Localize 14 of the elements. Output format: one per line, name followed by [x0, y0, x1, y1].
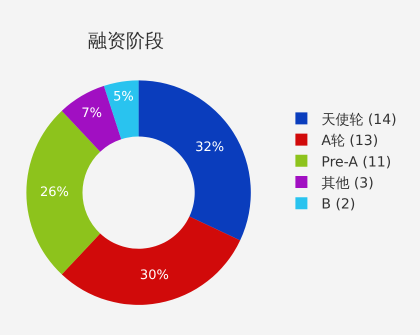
- data-label: 30%: [140, 268, 169, 283]
- data-label: 7%: [81, 106, 102, 121]
- legend-label: B (2): [321, 196, 356, 213]
- chart-title: 融资阶段: [88, 30, 164, 52]
- donut-slice: [138, 80, 251, 240]
- legend-label: Pre-A (11): [321, 154, 392, 170]
- donut-slice: [104, 80, 139, 140]
- data-label: 5%: [113, 89, 134, 104]
- legend-label: 天使轮 (14): [321, 112, 397, 128]
- legend-label: A轮 (13): [321, 133, 378, 150]
- legend-label: 其他 (3): [321, 175, 374, 192]
- data-label: 32%: [195, 140, 224, 156]
- data-label: 26%: [40, 185, 69, 200]
- donut-slice: [62, 216, 240, 305]
